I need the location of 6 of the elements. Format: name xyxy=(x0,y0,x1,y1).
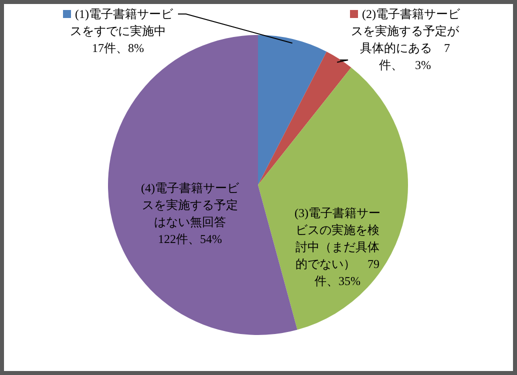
data-label: 17件、8% xyxy=(92,41,144,55)
slice-label: (4)電子書籍サービスを実施する予定はない無回答 xyxy=(141,181,239,229)
legend-label: (1)電子書籍サービスをすでに実施中 xyxy=(70,7,173,38)
data-label: 122件、54% xyxy=(158,232,222,246)
slice-label: (3)電子書籍サービスの実施を検討中（まだ具体的でない） 79件、35% xyxy=(294,206,380,288)
legend-label: (2)電子書籍サービスを実施する予定が具体的にある 7件、 3% xyxy=(351,7,460,72)
